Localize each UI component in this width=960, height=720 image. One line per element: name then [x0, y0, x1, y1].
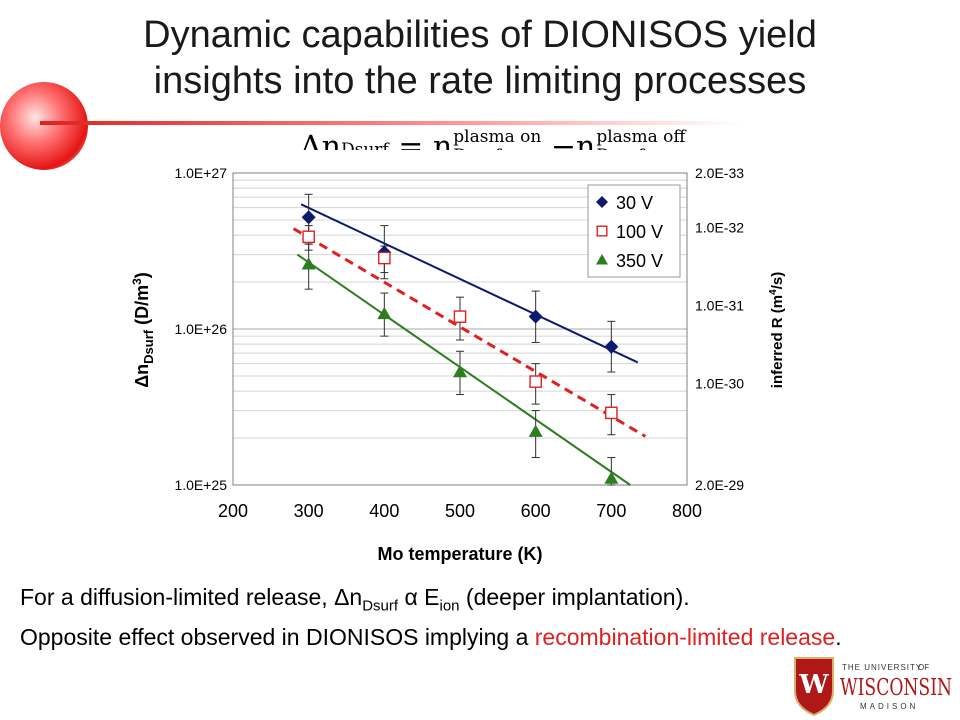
caption-line-1: For a diffusion-limited release, ΔnDsurf…: [20, 582, 900, 622]
legend: 30 V 100 V 350 V: [587, 184, 681, 278]
caption-red: recombination-limited release: [534, 623, 836, 650]
x-tick-label: 400: [369, 501, 399, 521]
y-axis-label-unit-end: ): [132, 272, 152, 278]
y-axis-label: ΔnDsurf (D/m3): [130, 272, 156, 388]
title-line-1: Dynamic capabilities of DIONISOS yield: [143, 14, 817, 56]
x-axis-label: Mo temperature (K): [377, 544, 542, 564]
y-tick-label: 1.0E+25: [174, 477, 227, 493]
square-marker: [605, 406, 618, 420]
crest-shield-icon: [794, 657, 834, 717]
x-tick-label: 500: [445, 501, 475, 521]
logo-line2: OF: [918, 663, 929, 672]
y2-tick-label: 1.0E-31: [695, 298, 744, 314]
square-marker: [453, 310, 467, 323]
y2-tick-label: 1.0E-32: [695, 220, 744, 236]
x-tick-label: 600: [521, 501, 551, 521]
y-axis-label-sub: Dsurf: [141, 329, 156, 364]
fit-line: [300, 203, 639, 364]
legend-label: 100 V: [616, 222, 663, 242]
fit-line: [292, 227, 647, 438]
accent-line: [40, 121, 740, 125]
caption-l1-ion: ion: [439, 597, 460, 615]
triangle-marker: [604, 471, 619, 484]
eq-term2-sup: plasma off: [596, 127, 686, 147]
x-tick-label: 200: [218, 501, 248, 521]
caption-l1-sub: Dsurf: [362, 597, 399, 615]
university-logo: W THE UNIVERSITY OF WISCONSIN MADISON: [794, 657, 952, 717]
logo-name: WISCONSIN: [840, 675, 952, 701]
y2-axis-label-end: /s): [769, 272, 786, 290]
legend-label: 350 V: [616, 251, 663, 271]
triangle-marker: [528, 424, 543, 437]
square-marker: [302, 230, 315, 244]
diamond-marker: [604, 339, 619, 354]
fit-lines: [292, 203, 647, 486]
accent-ball: [0, 82, 88, 170]
diamond-marker: [596, 196, 608, 208]
caption-l1-alpha: α E: [398, 584, 440, 610]
y-tick-labels: 1.0E+25 1.0E+26 1.0E+27: [174, 165, 227, 493]
caption-l1-b: (deeper implantation).: [459, 584, 690, 610]
y2-tick-label: 2.0E-29: [695, 477, 744, 493]
logo-line1: THE UNIVERSITY: [842, 663, 922, 672]
caption-end: .: [835, 623, 842, 650]
y2-axis-label-main: inferred R (m: [769, 295, 786, 388]
caption-l2: Opposite effect observed in DIONISOS imp…: [20, 623, 535, 650]
triangle-marker: [453, 365, 467, 378]
logo-line3: MADISON: [860, 702, 918, 711]
caption-line-2: Opposite effect observed in DIONISOS imp…: [20, 622, 900, 652]
y-axis-label-symbol: Δn: [132, 364, 152, 388]
title-line-2: insights into the rate limiting processe…: [153, 60, 807, 102]
data-points: [301, 210, 619, 484]
plot-frame: [232, 172, 688, 486]
diamond-marker: [528, 309, 543, 324]
y2-axis-label-sup: 4: [768, 289, 779, 295]
caption-l1-a: For a diffusion-limited release,: [20, 584, 335, 610]
y2-tick-label: 2.0E-33: [695, 165, 744, 181]
y-axis-label-unit-sup: 3: [130, 278, 144, 285]
y2-tick-label: 1.0E-30: [695, 376, 744, 392]
y-tick-label: 1.0E+26: [174, 321, 227, 337]
caption-l1-delta: Δn: [334, 584, 363, 610]
triangle-marker: [301, 257, 316, 270]
caption: For a diffusion-limited release, ΔnDsurf…: [20, 582, 900, 652]
chart: 1.0E+25 1.0E+26 1.0E+27 2.0E-33 1.0E-32 1.0E…: [100, 150, 790, 575]
x-tick-label: 700: [596, 501, 626, 521]
legend-label: 30 V: [616, 193, 653, 213]
fit-line: [296, 253, 631, 486]
y2-axis-label: inferred R (m4/s): [768, 272, 786, 388]
square-marker: [596, 225, 608, 237]
y-tick-label: 1.0E+27: [174, 165, 227, 181]
triangle-marker: [377, 306, 392, 320]
slide-title: Dynamic capabilities of DIONISOS yield i…: [40, 12, 920, 104]
diamond-marker: [301, 210, 316, 225]
x-tick-label: 800: [672, 501, 702, 521]
y2-tick-labels: 2.0E-33 1.0E-32 1.0E-31 1.0E-30 2.0E-29: [695, 165, 744, 493]
square-marker: [529, 375, 542, 388]
triangle-marker: [596, 254, 608, 265]
square-marker: [378, 251, 391, 265]
x-tick-label: 300: [294, 501, 324, 521]
crest-letter: W: [798, 670, 829, 700]
x-tick-labels: 200 300 400 500 600 700 800: [218, 501, 702, 521]
y-axis-label-unit: (D/m: [132, 285, 152, 330]
eq-term1-sup: plasma on: [453, 127, 542, 147]
